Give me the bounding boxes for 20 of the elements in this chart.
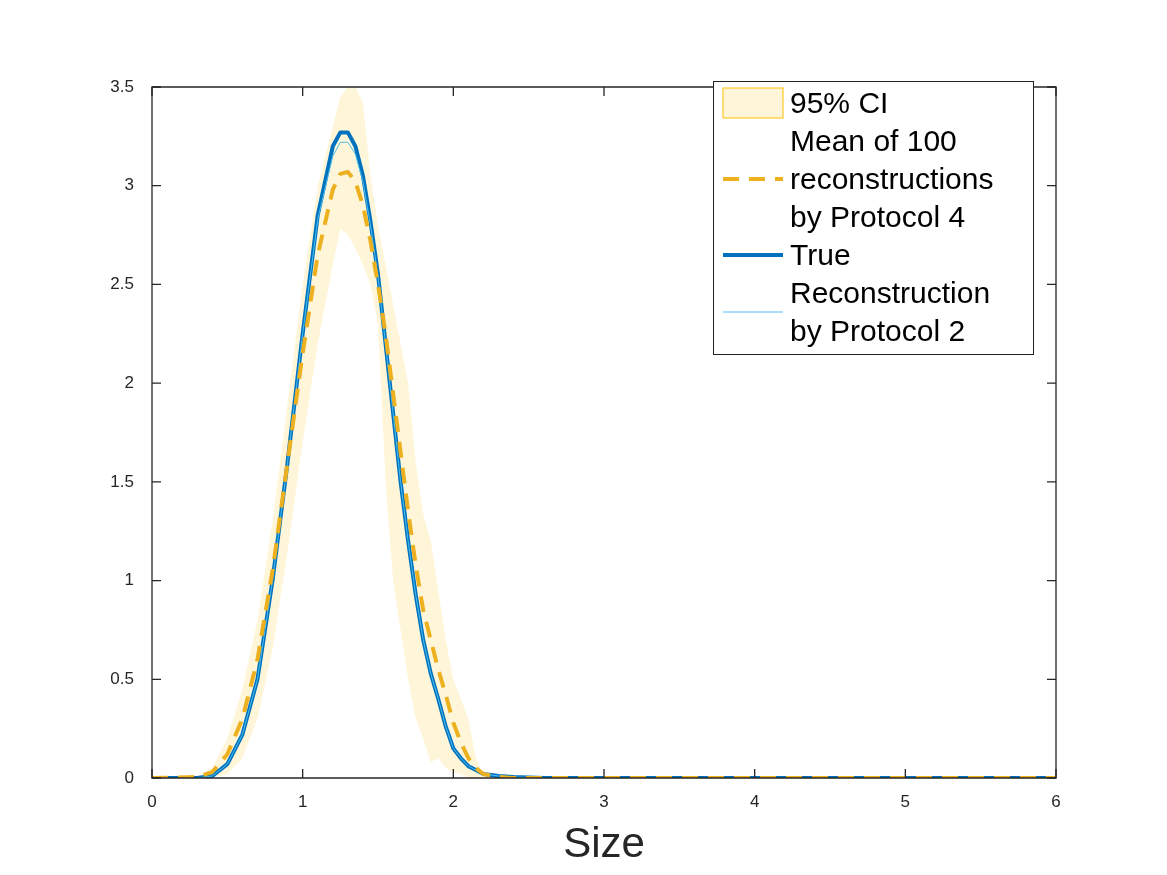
y-tick-label: 0	[124, 767, 134, 787]
legend-label: 95% CI	[790, 85, 890, 121]
legend-label: True	[790, 237, 852, 273]
x-tick-label: 2	[448, 791, 459, 811]
y-tick-label: 1	[124, 570, 134, 590]
x-tick-label: 3	[599, 791, 609, 811]
y-tick-label: 3.5	[110, 76, 134, 96]
legend-label: Reconstruction by Protocol 2	[790, 275, 992, 349]
x-tick-label: 5	[900, 791, 911, 811]
x-tick-label: 1	[297, 791, 308, 811]
y-tick-label: 2.5	[110, 274, 134, 294]
x-tick-label: 0	[147, 791, 157, 811]
y-tick-label: 2	[124, 372, 134, 392]
x-tick-label: 6	[1051, 791, 1061, 811]
x-tick-label: 4	[749, 791, 760, 811]
y-tick-label: 3	[124, 175, 134, 195]
y-tick-label: 1.5	[110, 471, 134, 491]
y-tick-label: 0.5	[110, 668, 134, 688]
legend-label: Mean of 100 reconstructions by Protocol 4	[790, 123, 995, 235]
x-axis-title: Size	[563, 819, 645, 867]
